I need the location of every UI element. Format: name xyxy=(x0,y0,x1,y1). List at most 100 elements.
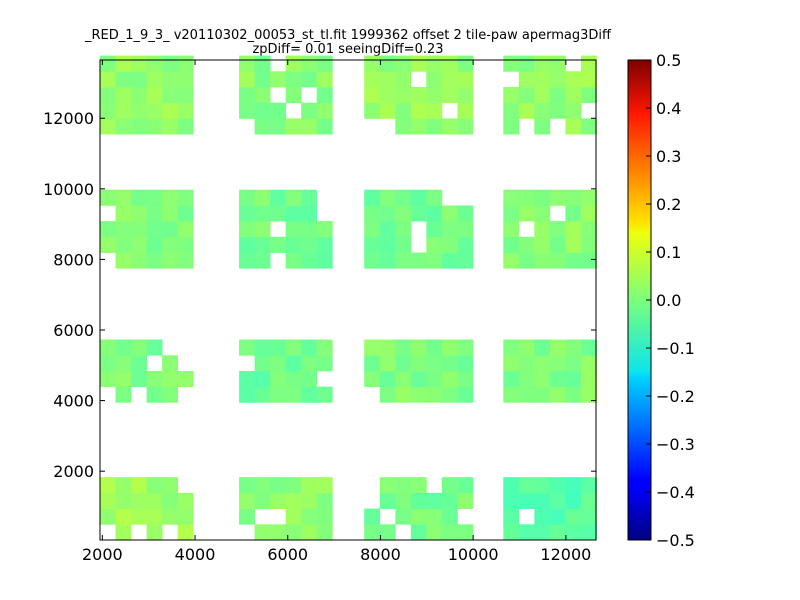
heatmap-cell xyxy=(379,355,396,372)
heatmap-cell xyxy=(410,118,427,135)
heatmap-cell xyxy=(285,508,302,525)
heatmap-cell xyxy=(301,508,318,525)
heatmap-cell xyxy=(131,221,147,238)
heatmap-cell xyxy=(285,221,302,238)
heatmap-cell xyxy=(549,492,566,509)
x-tick-label: 12000 xyxy=(540,545,591,564)
heatmap-cell xyxy=(285,386,302,403)
heatmap-cell xyxy=(534,370,551,388)
heatmap-cell xyxy=(534,118,551,135)
heatmap-cell xyxy=(254,118,271,135)
heatmap-cell xyxy=(457,386,474,403)
heatmap-cell xyxy=(395,386,412,403)
heatmap-cell xyxy=(270,118,287,135)
heatmap-cell xyxy=(503,189,520,206)
heatmap-cell xyxy=(395,477,412,494)
colorbar-tick-label: −0.1 xyxy=(656,339,695,358)
x-tick-label: 8000 xyxy=(360,545,401,564)
heatmap-cell xyxy=(549,508,566,525)
heatmap-cell xyxy=(426,492,443,509)
heatmap-cell xyxy=(395,55,412,72)
heatmap-cell xyxy=(518,386,535,403)
heatmap-cell xyxy=(364,355,381,372)
heatmap-cell xyxy=(364,339,381,356)
heatmap-cell xyxy=(146,524,163,541)
heatmap-cell xyxy=(503,355,520,372)
heatmap-cell xyxy=(301,524,318,541)
heatmap-cell xyxy=(254,355,271,372)
heatmap-cell xyxy=(379,102,396,119)
heatmap-cell xyxy=(534,205,551,222)
heatmap-cell xyxy=(580,189,597,206)
heatmap-cell xyxy=(410,189,427,206)
heatmap-cell xyxy=(549,477,566,494)
heatmap-cell xyxy=(457,236,474,253)
heatmap-cell xyxy=(534,477,551,494)
y-tick-label: 4000 xyxy=(53,392,94,411)
heatmap-cell xyxy=(285,236,302,253)
heatmap-cell xyxy=(239,492,255,509)
heatmap-cell xyxy=(301,221,318,238)
heatmap-cell xyxy=(426,236,443,253)
heatmap-cell xyxy=(301,386,318,403)
heatmap-cell xyxy=(364,508,381,525)
colorbar-tick-label: 0.3 xyxy=(656,147,681,166)
heatmap-cell xyxy=(285,370,302,388)
heatmap-cell xyxy=(503,55,520,72)
heatmap-cell xyxy=(270,477,287,494)
heatmap-cell xyxy=(285,524,302,541)
heatmap-cell xyxy=(426,189,443,206)
plot-area xyxy=(100,55,597,541)
heatmap-cell xyxy=(441,55,458,72)
heatmap-cell xyxy=(534,524,551,541)
colorbar-tick-label: −0.4 xyxy=(656,483,695,502)
heatmap-cell xyxy=(301,252,318,269)
heatmap-cell xyxy=(410,355,427,372)
heatmap-cell xyxy=(115,102,132,119)
heatmap-cell xyxy=(131,102,147,119)
heatmap-cell xyxy=(441,355,458,372)
heatmap-cell xyxy=(426,87,443,104)
heatmap-cell xyxy=(441,524,458,541)
heatmap-cell xyxy=(316,252,333,269)
heatmap-cell xyxy=(162,205,179,222)
heatmap-cell xyxy=(239,370,255,388)
heatmap-cell xyxy=(115,508,132,525)
heatmap-cell xyxy=(162,252,179,269)
heatmap-cell xyxy=(503,102,520,119)
heatmap-cell xyxy=(534,102,551,119)
heatmap-cell xyxy=(549,87,566,104)
heatmap-cell xyxy=(580,205,597,222)
heatmap-cell xyxy=(115,252,132,269)
heatmap-cell xyxy=(580,339,597,356)
heatmap-cell xyxy=(395,252,412,269)
heatmap-cell xyxy=(162,102,179,119)
heatmap-cell xyxy=(518,189,535,206)
heatmap-cell xyxy=(549,55,566,72)
heatmap-cell xyxy=(316,477,333,494)
heatmap-cell xyxy=(254,524,271,541)
heatmap-cell xyxy=(115,71,132,88)
heatmap-cell xyxy=(239,221,255,238)
heatmap-cell xyxy=(146,370,163,388)
heatmap-cell xyxy=(379,189,396,206)
heatmap-cell xyxy=(565,524,582,541)
heatmap-cell xyxy=(503,252,520,269)
heatmap-cell xyxy=(316,55,333,72)
heatmap-cell xyxy=(565,508,582,525)
heatmap-cell xyxy=(549,189,566,206)
heatmap-cell xyxy=(565,205,582,222)
heatmap-cell xyxy=(364,55,381,72)
heatmap-cell xyxy=(301,355,318,372)
heatmap-cell xyxy=(131,205,147,222)
heatmap-cell xyxy=(534,189,551,206)
heatmap-cell xyxy=(131,189,147,206)
heatmap-cell xyxy=(534,252,551,269)
heatmap-cell xyxy=(177,189,194,206)
heatmap-cell xyxy=(426,118,443,135)
heatmap-cell xyxy=(534,55,551,72)
heatmap-cell xyxy=(379,205,396,222)
x-tick-label: 10000 xyxy=(448,545,499,564)
heatmap-cell xyxy=(285,71,302,88)
heatmap-cell xyxy=(395,102,412,119)
